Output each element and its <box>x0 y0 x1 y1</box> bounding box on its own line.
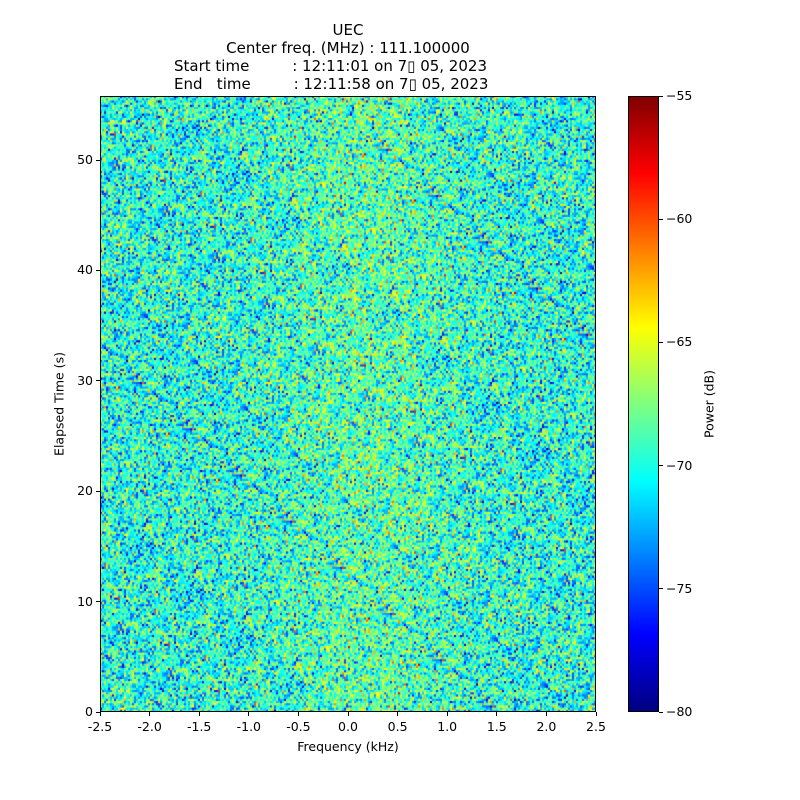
title-line-3: Start time : 12:11:01 on 7▯ 05, 2023 <box>174 57 487 75</box>
title-line-4: End time : 12:11:58 on 7▯ 05, 2023 <box>174 75 489 93</box>
colorbar-label: Power (dB) <box>701 369 717 439</box>
colorbar-gradient <box>628 96 659 712</box>
x-tick-mark <box>347 712 349 716</box>
x-tick-label: 0.5 <box>387 719 408 734</box>
x-tick-label: 2.0 <box>536 719 557 734</box>
colorbar-tick-mark <box>659 95 663 97</box>
colorbar-tick-label: −80 <box>666 704 693 719</box>
y-tick-mark <box>96 380 100 382</box>
x-tick-label: -0.5 <box>286 719 311 734</box>
y-tick-label: 40 <box>77 262 93 278</box>
colorbar-frame <box>628 96 659 712</box>
colorbar-tick-mark <box>659 341 663 343</box>
y-tick-mark <box>96 711 100 713</box>
x-tick-label: 2.5 <box>586 719 606 734</box>
x-tick-label: 0.0 <box>338 719 358 734</box>
x-tick-mark <box>248 712 250 716</box>
x-axis-label: Frequency (kHz) <box>297 739 399 754</box>
colorbar-tick-mark <box>659 711 663 713</box>
x-tick-label: -1.5 <box>186 719 212 734</box>
x-tick-mark <box>496 712 498 716</box>
title-line-2: Center freq. (MHz) : 111.100000 <box>226 39 470 57</box>
y-tick-label: 0 <box>85 704 93 719</box>
y-tick-label: 30 <box>77 372 93 388</box>
colorbar-tick-mark <box>659 588 663 590</box>
y-tick-mark <box>96 269 100 271</box>
colorbar-tick-mark <box>659 218 663 220</box>
x-tick-mark <box>446 712 448 716</box>
x-tick-label: 1.5 <box>486 719 507 734</box>
y-tick-label: 20 <box>77 483 93 499</box>
x-tick-mark <box>99 712 101 716</box>
y-tick-mark <box>96 490 100 492</box>
x-tick-mark <box>397 712 399 716</box>
x-tick-mark <box>545 712 547 716</box>
colorbar-tick-label: −55 <box>666 88 693 103</box>
y-tick-label: 10 <box>77 593 93 609</box>
colorbar-tick-label: −60 <box>666 211 693 227</box>
y-tick-label: 50 <box>77 152 93 168</box>
y-axis-label: Elapsed Time (s) <box>51 352 67 456</box>
title-line-1: UEC <box>332 21 364 39</box>
x-tick-mark <box>198 712 200 716</box>
x-tick-mark <box>595 712 597 716</box>
x-tick-mark <box>149 712 151 716</box>
y-tick-mark <box>96 601 100 603</box>
x-tick-label: -2.5 <box>87 719 113 734</box>
colorbar-tick-mark <box>659 465 663 467</box>
colorbar-tick-label: −65 <box>666 334 693 350</box>
x-tick-mark <box>297 712 299 716</box>
plot-frame <box>100 96 596 712</box>
spectrogram-heatmap <box>100 96 596 712</box>
y-tick-mark <box>96 159 100 161</box>
x-tick-label: -1.0 <box>236 719 261 734</box>
x-tick-label: 1.0 <box>437 719 458 734</box>
colorbar-tick-label: −75 <box>666 580 693 596</box>
x-tick-label: -2.0 <box>137 719 162 734</box>
colorbar-tick-label: −70 <box>666 457 693 473</box>
